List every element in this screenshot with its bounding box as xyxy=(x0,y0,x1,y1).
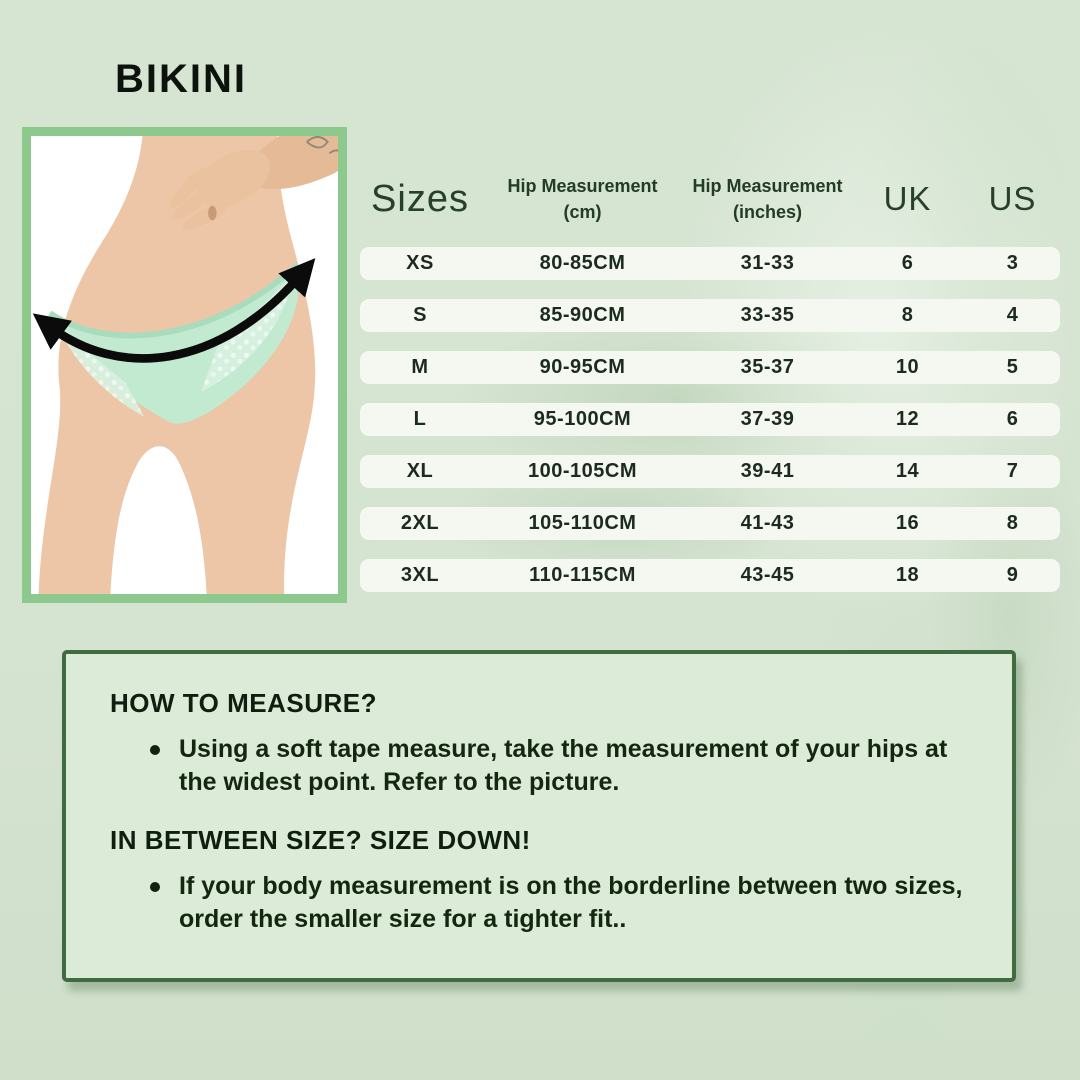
header-hip-cm: Hip Measurement (cm) xyxy=(507,175,658,222)
hip-measurement-arrow xyxy=(32,258,316,363)
table-row-xl: XL 100-105CM 39-41 14 7 xyxy=(360,455,1060,488)
header-us: US xyxy=(988,180,1037,217)
header-uk: UK xyxy=(883,180,932,217)
finger-shape xyxy=(171,186,216,221)
bullet-dot xyxy=(150,882,160,892)
table-row-xs: XS 80-85CM 31-33 6 3 xyxy=(360,247,1060,280)
hip-measurement-illustration xyxy=(31,136,338,594)
how-to-measure-bullet: Using a soft tape measure, take the meas… xyxy=(150,733,976,799)
size-table-rows: XS 80-85CM 31-33 6 3 S 85-90CM 33-35 8 4… xyxy=(360,247,1060,592)
product-photo xyxy=(22,127,347,603)
header-hip-inches: Hip Measurement (inches) xyxy=(692,175,843,222)
size-down-heading: IN BETWEEN SIZE? SIZE DOWN! xyxy=(110,825,531,855)
table-row-3xl: 3XL 110-115CM 43-45 18 9 xyxy=(360,559,1060,592)
table-row-m: M 90-95CM 35-37 10 5 xyxy=(360,351,1060,384)
size-down-bullet: If your body measurement is on the borde… xyxy=(150,870,976,936)
table-row-l: L 95-100CM 37-39 12 6 xyxy=(360,403,1060,436)
table-row-2xl: 2XL 105-110CM 41-43 16 8 xyxy=(360,507,1060,540)
measurement-info-box: HOW TO MEASURE? Using a soft tape measur… xyxy=(62,650,1016,982)
table-row-s: S 85-90CM 33-35 8 4 xyxy=(360,299,1060,332)
navel xyxy=(208,205,217,221)
finger-shape xyxy=(169,167,207,209)
how-to-measure-heading: HOW TO MEASURE? xyxy=(110,688,378,718)
hand-shape xyxy=(196,149,270,207)
page-title: BIKINI xyxy=(115,57,247,101)
tattoo-mark xyxy=(306,136,338,155)
header-sizes: Sizes xyxy=(371,177,469,220)
size-table-header: Sizes Hip Measurement (cm) Hip Measureme… xyxy=(360,158,1060,240)
forearm-shape xyxy=(246,136,338,190)
bullet-dot xyxy=(150,745,160,755)
